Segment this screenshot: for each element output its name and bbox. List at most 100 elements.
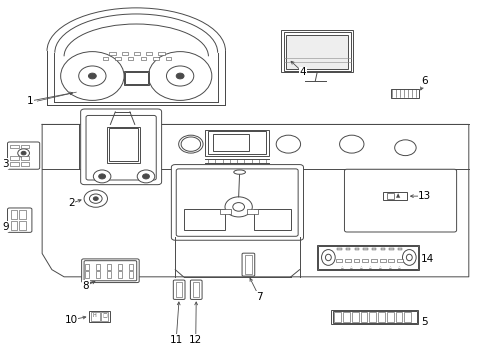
Bar [165,57,171,59]
Text: 11: 11 [169,334,183,345]
Bar [128,57,133,59]
FancyBboxPatch shape [86,116,156,180]
Bar [383,192,406,200]
Bar [386,312,393,322]
Bar [134,52,140,55]
Ellipse shape [79,66,106,86]
Bar [333,312,340,322]
FancyBboxPatch shape [84,261,137,281]
Bar [85,264,89,270]
Bar [123,71,149,85]
Ellipse shape [61,51,124,100]
Bar [20,162,29,166]
Text: △: △ [388,265,390,269]
Bar [354,248,358,250]
Bar [345,248,349,250]
Text: □: □ [102,313,107,318]
Bar [19,211,25,220]
Bar [396,259,402,262]
Bar [281,30,352,72]
Ellipse shape [176,73,183,79]
Bar [129,264,133,270]
Ellipse shape [93,170,111,183]
Bar [11,211,17,220]
Bar [390,89,418,98]
Ellipse shape [325,254,330,261]
FancyBboxPatch shape [81,259,139,283]
Text: 2: 2 [68,198,75,208]
FancyBboxPatch shape [171,165,303,240]
FancyBboxPatch shape [344,169,456,232]
Ellipse shape [84,190,107,207]
Text: △: △ [368,265,371,269]
Text: 4: 4 [299,67,305,77]
Bar [107,264,111,270]
Bar [205,130,268,156]
FancyBboxPatch shape [242,253,254,276]
Bar [146,52,152,55]
Bar [363,248,367,250]
Bar [109,129,138,161]
Bar [386,193,393,199]
Ellipse shape [88,73,96,79]
Ellipse shape [406,254,411,261]
Ellipse shape [21,151,26,155]
Bar [101,312,108,320]
Ellipse shape [93,197,98,201]
Text: 12: 12 [189,334,202,345]
Bar [122,52,128,55]
Bar [193,282,199,297]
Bar [107,127,140,163]
Bar [85,271,89,278]
FancyBboxPatch shape [7,142,40,169]
Bar [115,57,121,59]
Bar [379,259,385,262]
Bar [153,57,158,59]
Text: △: △ [378,265,381,269]
Bar [11,221,17,230]
Text: 1: 1 [26,96,33,106]
Bar [10,145,19,148]
Bar [89,311,110,321]
Ellipse shape [402,249,415,265]
Bar [102,57,108,59]
Ellipse shape [178,135,203,153]
Bar [397,248,402,250]
Bar [109,52,116,55]
Text: 7: 7 [255,292,262,302]
FancyBboxPatch shape [81,109,161,185]
Ellipse shape [394,140,415,156]
Bar [344,259,350,262]
Ellipse shape [89,194,102,203]
Text: △: △ [397,265,400,269]
Text: 9: 9 [2,222,9,231]
Bar [404,312,410,322]
Bar [10,162,19,166]
Bar [395,312,402,322]
Bar [207,131,266,154]
Bar [283,32,350,71]
Ellipse shape [99,174,105,179]
Bar [19,221,25,230]
Text: 14: 14 [420,254,433,264]
Bar [129,271,133,278]
Bar [96,264,100,270]
Bar [107,271,111,278]
Text: △: △ [359,265,362,269]
Bar [141,57,146,59]
Bar [351,312,358,322]
Ellipse shape [137,170,155,183]
Bar [285,35,347,69]
Bar [158,52,164,55]
Bar [220,209,230,214]
Bar [370,259,376,262]
Text: H: H [93,313,97,318]
Bar [118,264,122,270]
Ellipse shape [166,66,193,86]
FancyBboxPatch shape [190,280,202,300]
Bar [176,282,182,297]
Text: ▲: ▲ [395,194,399,199]
Bar [125,72,148,84]
Bar [246,209,257,214]
Text: 10: 10 [65,315,78,325]
